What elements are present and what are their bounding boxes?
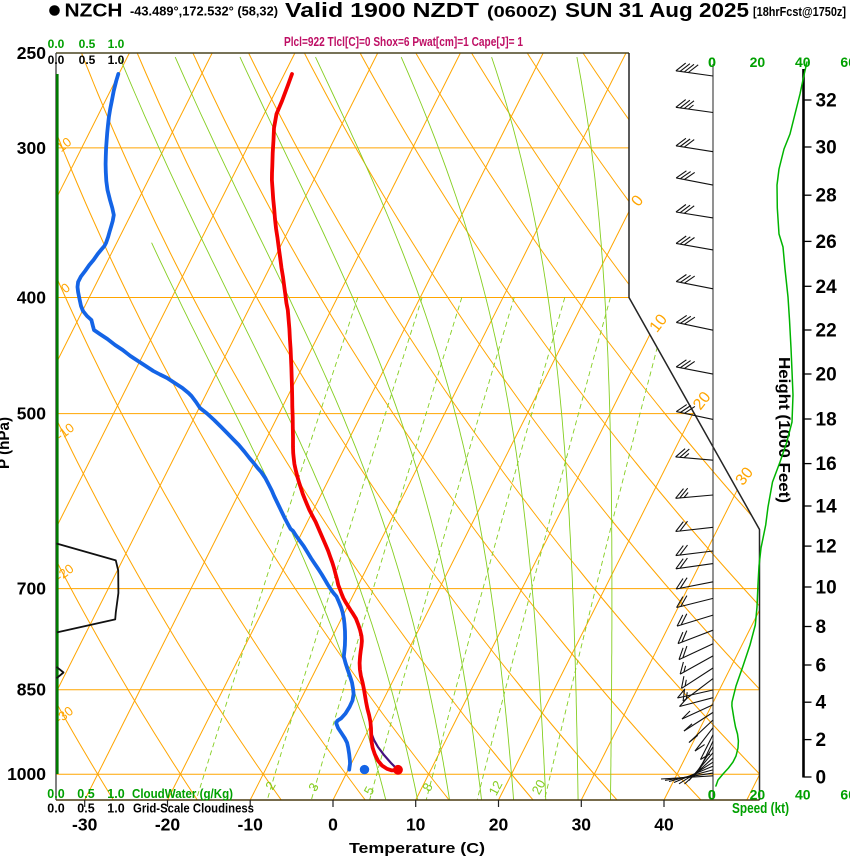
svg-text:28: 28 xyxy=(816,186,837,207)
svg-text:40: 40 xyxy=(795,787,811,803)
svg-text:-43.489°,172.532° (58,32): -43.489°,172.532° (58,32) xyxy=(130,4,278,19)
svg-text:20: 20 xyxy=(489,815,509,835)
svg-text:CloudWater (g/Kg): CloudWater (g/Kg) xyxy=(132,787,233,801)
svg-text:NZCH: NZCH xyxy=(65,0,123,21)
svg-text:10: 10 xyxy=(406,815,426,835)
svg-text:60: 60 xyxy=(840,787,850,803)
svg-text:20: 20 xyxy=(750,54,766,70)
svg-text:24: 24 xyxy=(816,277,838,298)
svg-text:Plcl=922 Tlcl[C]=0 Shox=6 Pwat: Plcl=922 Tlcl[C]=0 Shox=6 Pwat[cm]=1 Cap… xyxy=(284,35,523,49)
svg-text:2: 2 xyxy=(816,730,827,751)
svg-text:1.0: 1.0 xyxy=(107,787,124,801)
svg-text:1000: 1000 xyxy=(7,764,46,784)
svg-text:850: 850 xyxy=(17,680,46,700)
svg-text:0: 0 xyxy=(816,768,827,789)
svg-text:(0600Z): (0600Z) xyxy=(487,4,557,21)
svg-text:1.0: 1.0 xyxy=(108,37,125,51)
svg-text:0.0: 0.0 xyxy=(47,787,64,801)
svg-text:-30: -30 xyxy=(72,815,98,835)
svg-text:16: 16 xyxy=(816,454,837,475)
svg-text:0.5: 0.5 xyxy=(79,53,96,67)
svg-text:0.0: 0.0 xyxy=(48,37,65,51)
svg-text:32: 32 xyxy=(816,91,837,112)
svg-text:18: 18 xyxy=(816,410,837,431)
svg-text:10: 10 xyxy=(816,578,837,599)
svg-text:500: 500 xyxy=(17,404,46,424)
svg-text:40: 40 xyxy=(795,54,811,70)
svg-text:Valid 1900 NZDT: Valid 1900 NZDT xyxy=(285,0,479,22)
svg-text:6: 6 xyxy=(816,656,827,677)
svg-text:SUN 31 Aug 2025: SUN 31 Aug 2025 xyxy=(565,0,749,22)
svg-text:300: 300 xyxy=(17,138,46,158)
svg-text:26: 26 xyxy=(816,232,837,253)
svg-text:[18hrFcst@1750z]: [18hrFcst@1750z] xyxy=(753,4,846,19)
svg-text:0: 0 xyxy=(708,787,716,803)
svg-text:1.0: 1.0 xyxy=(108,53,125,67)
svg-text:22: 22 xyxy=(816,321,837,342)
svg-text:0.0: 0.0 xyxy=(47,802,64,816)
svg-text:30: 30 xyxy=(816,138,837,159)
svg-text:14: 14 xyxy=(816,497,838,518)
svg-text:250: 250 xyxy=(17,43,46,63)
svg-text:40: 40 xyxy=(654,815,674,835)
svg-text:700: 700 xyxy=(17,579,46,599)
svg-text:0.5: 0.5 xyxy=(79,37,96,51)
svg-text:Grid-Scale Cloudiness: Grid-Scale Cloudiness xyxy=(133,802,254,816)
svg-text:12: 12 xyxy=(816,537,837,558)
svg-text:-10: -10 xyxy=(238,815,264,835)
svg-text:0: 0 xyxy=(328,815,338,835)
svg-text:-20: -20 xyxy=(155,815,181,835)
svg-text:0.5: 0.5 xyxy=(77,802,94,816)
svg-text:0: 0 xyxy=(708,54,716,70)
svg-text:1.0: 1.0 xyxy=(107,802,124,816)
svg-text:30: 30 xyxy=(572,815,592,835)
svg-text:0.5: 0.5 xyxy=(77,787,94,801)
svg-text:Temperature (C): Temperature (C) xyxy=(349,840,485,857)
svg-text:400: 400 xyxy=(17,288,46,308)
svg-text:60: 60 xyxy=(840,54,850,70)
svg-text:4: 4 xyxy=(816,693,827,714)
svg-text:P (hPa): P (hPa) xyxy=(0,417,13,469)
svg-text:0.0: 0.0 xyxy=(48,53,65,67)
svg-text:20: 20 xyxy=(816,365,837,386)
svg-text:Speed (kt): Speed (kt) xyxy=(732,801,789,817)
svg-text:8: 8 xyxy=(816,617,827,638)
